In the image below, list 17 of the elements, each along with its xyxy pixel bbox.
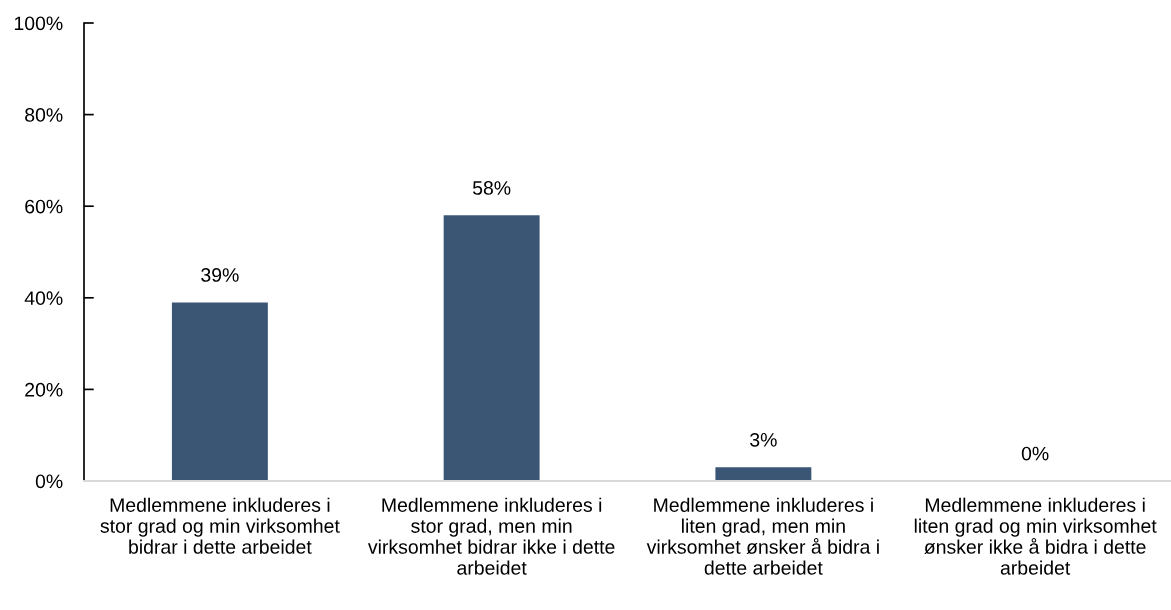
data-label: 58% [472,181,511,195]
y-tick-label: 80% [25,108,63,122]
bar [715,467,812,481]
y-tick-label: 40% [24,291,63,306]
data-label: 39% [201,268,239,282]
y-tick-label: 100% [14,16,63,31]
bar [443,215,540,481]
data-label: 3% [750,432,777,447]
x-tick-label: Medlemmene inkluderes i liten grad, men min virksomhet ønsker å bidra i dette arbeidet [646,497,879,575]
data-label: 0% [1021,446,1049,461]
x-tick-label: Medlemmene inkluderes i stor grad, men min virksomhet bidrar ikke i dette arbeidet [367,497,615,575]
y-tick-label: 60% [25,199,63,214]
x-tick-label: Medlemmene inkluderes i stor grad og min virksomhet bidrar i dette arbeidet [100,497,340,554]
y-tick-label: 20% [25,382,63,397]
bar [171,302,268,481]
y-tick-label: 0% [35,474,63,489]
x-tick-label: Medlemmene inkluderes i liten grad og min virksomhet ønsker ikke å bidra i dette arbeidet [914,497,1157,575]
